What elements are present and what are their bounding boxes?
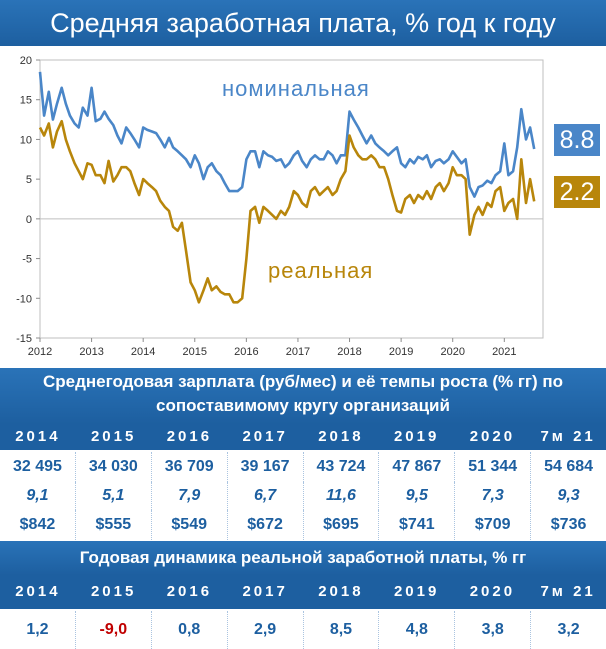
- usd-row: $842 $555 $549 $672 $695 $741 $709 $736: [0, 510, 606, 540]
- salary-cell: 51 344: [455, 452, 532, 482]
- x-tick-label: 2016: [234, 346, 258, 358]
- x-tick-label: 2012: [28, 346, 52, 358]
- growth-cell: 9,5: [379, 482, 456, 510]
- usd-cell: $549: [152, 510, 228, 540]
- salary-cell: 32 495: [0, 452, 76, 482]
- real-wage-cell: 3,2: [557, 621, 580, 638]
- growth-cell: 5,1: [76, 482, 152, 510]
- year-header: 2018: [318, 428, 364, 445]
- y-tick-label: 5: [26, 174, 32, 186]
- growth-cell: 7,3: [455, 482, 532, 510]
- growth-cell: 9,3: [557, 487, 580, 504]
- y-tick-label: 15: [20, 95, 32, 107]
- growth-row: 9,1 5,1 7,9 6,7 11,6 9,5 7,3 9,3: [0, 482, 606, 510]
- x-tick-label: 2020: [440, 346, 464, 358]
- real-wage-row: 1,2 -9,0 0,8 2,9 8,5 4,8 3,8 3,2: [0, 611, 606, 649]
- usd-cell: $672: [228, 510, 304, 540]
- table1-title-line1: Среднегодовая зарплата (руб/мес) и её те…: [42, 372, 564, 391]
- year-header: 2020: [469, 583, 516, 600]
- usd-cell: $741: [379, 510, 456, 540]
- salary-cell: 47 867: [379, 452, 456, 482]
- usd-cell: $842: [0, 510, 76, 540]
- year-header: 2018: [318, 583, 364, 600]
- growth-cell: 7,9: [152, 482, 228, 510]
- series-line-nominal: [38, 71, 536, 198]
- real-wage-cell: 2,9: [228, 611, 304, 649]
- usd-cell: $695: [304, 510, 380, 540]
- table2-title: Годовая динамика реальной заработной пла…: [0, 541, 606, 575]
- year-header: 2014: [15, 583, 61, 600]
- y-tick-label: -5: [22, 254, 32, 266]
- chart-title: Средняя заработная плата, % год к году: [0, 0, 606, 46]
- series-label-nominal: номинальная: [222, 76, 370, 101]
- salary-row: 32 495 34 030 36 709 39 167 43 724 47 86…: [0, 452, 606, 482]
- year-header: 7м 21: [540, 428, 596, 445]
- line-chart: 20 15 10 5 0 -5 -10 -15 2012 2013 2014 2015 2016 2017…: [0, 46, 606, 368]
- salary-cell: 36 709: [152, 452, 228, 482]
- table1-years-row: 2014 2015 2016 2017 2018 2019 2020 7м 21: [0, 424, 606, 450]
- x-tick-label: 2017: [286, 346, 310, 358]
- growth-cell: 9,1: [0, 482, 76, 510]
- real-wage-cell: 1,2: [0, 611, 76, 649]
- x-tick-label: 2018: [337, 346, 361, 358]
- year-header: 2017: [242, 583, 288, 600]
- year-header: 2016: [166, 428, 213, 445]
- x-tick-label: 2013: [79, 346, 103, 358]
- year-header: 2019: [393, 583, 440, 600]
- year-header: 2016: [166, 583, 213, 600]
- y-tick-label: 10: [20, 134, 32, 146]
- real-wage-cell: 0,8: [152, 611, 228, 649]
- salary-cell: 39 167: [228, 452, 304, 482]
- growth-cell: 6,7: [228, 482, 304, 510]
- real-wage-cell: 4,8: [379, 611, 456, 649]
- x-tick-label: 2015: [183, 346, 207, 358]
- year-header: 2019: [393, 428, 440, 445]
- salary-cell: 43 724: [304, 452, 380, 482]
- y-tick-label: -10: [16, 293, 32, 305]
- year-header: 2014: [15, 428, 61, 445]
- usd-cell: $709: [455, 510, 532, 540]
- y-tick-label: 0: [26, 214, 32, 226]
- year-header: 2017: [242, 428, 288, 445]
- plot-area-frame: [39, 59, 544, 339]
- last-value-nominal: 8.8: [554, 124, 600, 156]
- growth-cell: 11,6: [304, 482, 380, 510]
- year-header: 2015: [90, 583, 137, 600]
- real-wage-cell: 8,5: [304, 611, 380, 649]
- year-header: 2020: [469, 428, 516, 445]
- year-header: 2015: [90, 428, 137, 445]
- real-wage-cell-negative: -9,0: [76, 611, 152, 649]
- y-tick-label: 20: [20, 55, 32, 67]
- usd-cell: $736: [550, 516, 587, 533]
- table1-title-line2: сопоставимому кругу организаций: [156, 396, 450, 415]
- x-tick-label: 2021: [492, 346, 516, 358]
- year-header: 7м 21: [540, 583, 596, 600]
- usd-cell: $555: [76, 510, 152, 540]
- real-wage-cell: 3,8: [455, 611, 532, 649]
- series-line-real: [38, 119, 536, 304]
- y-tick-label: -15: [16, 333, 32, 345]
- table2-years-row: 2014 2015 2016 2017 2018 2019 2020 7м 21: [0, 575, 606, 609]
- x-tick-label: 2019: [389, 346, 413, 358]
- series-label-real: реальная: [268, 258, 374, 283]
- table1-title: Среднегодовая зарплата (руб/мес) и её те…: [0, 368, 606, 424]
- x-tick-label: 2014: [131, 346, 155, 358]
- salary-cell: 54 684: [544, 458, 594, 475]
- last-value-real: 2.2: [554, 176, 600, 208]
- salary-cell: 34 030: [76, 452, 152, 482]
